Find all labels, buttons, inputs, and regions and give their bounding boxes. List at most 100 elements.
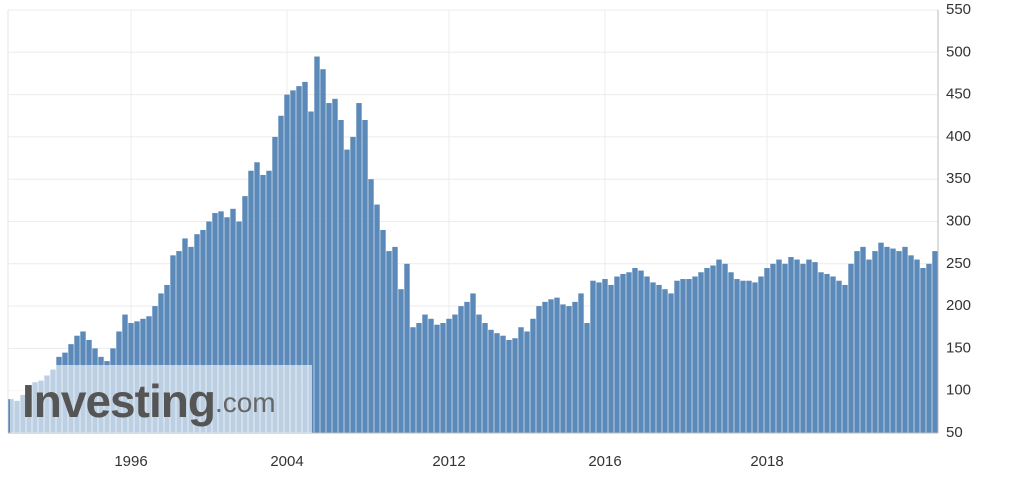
bar	[272, 136, 278, 433]
bar	[266, 170, 272, 434]
bar	[338, 119, 344, 433]
bar	[704, 268, 710, 433]
bar	[236, 221, 242, 433]
bar	[188, 246, 194, 433]
bar	[668, 293, 674, 433]
bar	[200, 229, 206, 433]
bar	[350, 136, 356, 433]
watermark-suffix: .com	[215, 387, 276, 418]
bar	[218, 211, 224, 433]
bar	[164, 284, 170, 433]
bar	[884, 246, 890, 433]
bar	[182, 238, 188, 433]
bar	[212, 213, 218, 433]
bar	[344, 149, 350, 433]
bar	[410, 327, 416, 433]
bar	[788, 257, 794, 433]
bar	[284, 94, 290, 433]
bar	[722, 263, 728, 433]
bar	[170, 255, 176, 433]
bar	[614, 276, 620, 433]
bar	[662, 289, 668, 433]
bar	[374, 204, 380, 433]
x-tick-label: 1996	[114, 453, 147, 470]
bar	[380, 229, 386, 433]
y-tick-label: 250	[946, 255, 971, 272]
bar	[560, 304, 566, 433]
x-tick-label: 2018	[750, 453, 783, 470]
y-tick-label: 150	[946, 339, 971, 356]
bar	[446, 318, 452, 433]
bar	[398, 289, 404, 433]
bar	[800, 263, 806, 433]
bar	[932, 251, 938, 433]
bar	[824, 273, 830, 433]
y-tick-label: 450	[946, 86, 971, 103]
bar	[926, 263, 932, 433]
bar	[752, 282, 758, 433]
bar	[602, 279, 608, 433]
bar	[578, 293, 584, 433]
bar	[650, 282, 656, 433]
bar	[620, 273, 626, 433]
watermark: Investing.com	[22, 375, 276, 427]
bar	[326, 103, 332, 433]
bar	[320, 69, 326, 433]
bar	[278, 115, 284, 433]
bar	[902, 246, 908, 433]
bar	[770, 263, 776, 433]
bar	[644, 276, 650, 433]
bar	[566, 306, 572, 433]
bar	[626, 272, 632, 433]
bar	[806, 259, 812, 433]
bar	[698, 272, 704, 433]
bar	[764, 268, 770, 433]
bar	[470, 293, 476, 433]
bar	[728, 272, 734, 433]
bar	[878, 242, 884, 433]
bar	[548, 299, 554, 433]
bar	[812, 262, 818, 433]
bar	[746, 280, 752, 433]
bar	[440, 323, 446, 433]
bar	[500, 335, 506, 433]
bar	[434, 324, 440, 433]
bar	[158, 293, 164, 433]
bar	[608, 284, 614, 433]
bar	[842, 284, 848, 433]
y-tick-label: 500	[946, 43, 971, 60]
bar	[386, 251, 392, 433]
y-tick-label: 300	[946, 212, 971, 229]
bar	[716, 259, 722, 433]
bar	[512, 338, 518, 433]
bar	[584, 323, 590, 433]
bar	[740, 280, 746, 433]
bar	[572, 301, 578, 433]
bar	[260, 174, 266, 433]
bar	[686, 279, 692, 433]
bar	[692, 276, 698, 433]
bar	[404, 263, 410, 433]
bar	[890, 248, 896, 433]
bar	[524, 331, 530, 433]
bar	[896, 251, 902, 433]
bar	[920, 268, 926, 433]
bar	[206, 221, 212, 433]
bar	[710, 265, 716, 433]
bar	[452, 314, 458, 433]
bar	[674, 280, 680, 433]
bar	[392, 246, 398, 433]
bar	[680, 279, 686, 433]
x-tick-label: 2004	[270, 453, 303, 470]
bar	[536, 306, 542, 433]
bar	[794, 259, 800, 433]
bar	[362, 119, 368, 433]
bar	[914, 259, 920, 433]
y-tick-label: 50	[946, 424, 963, 441]
bar	[296, 86, 302, 433]
bar	[860, 246, 866, 433]
bar	[422, 314, 428, 433]
bar	[830, 276, 836, 433]
bar	[530, 318, 536, 433]
